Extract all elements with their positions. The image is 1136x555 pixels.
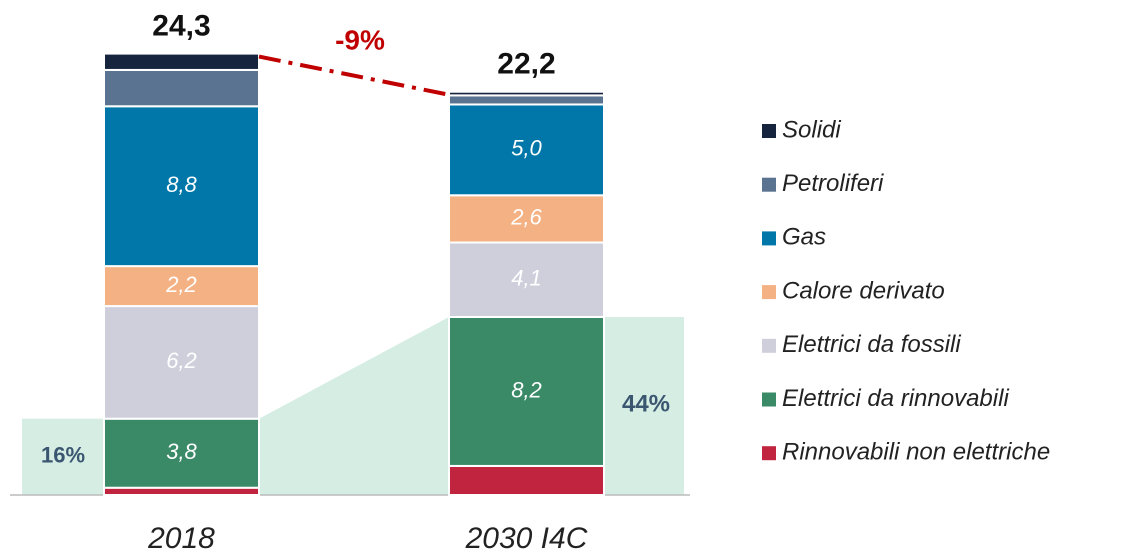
x-tick-label: 2018 (147, 522, 215, 555)
share-label: 44% (622, 390, 670, 417)
bar-segment (103, 417, 260, 489)
legend-label: Rinnovabili non elettriche (782, 439, 1050, 466)
legend-swatch (762, 392, 776, 407)
data-label: 2,6 (510, 205, 542, 230)
share-band (604, 316, 684, 495)
legend-swatch (762, 338, 776, 353)
bar-segment (448, 94, 605, 106)
data-label: 4,1 (511, 266, 542, 291)
change-line (258, 54, 450, 97)
change-label: -9% (335, 24, 385, 55)
share-label: 16% (41, 443, 85, 468)
data-label: 5,0 (511, 136, 542, 161)
bar-segment (448, 315, 605, 467)
legend-swatch (762, 124, 776, 138)
legend-swatch (762, 446, 776, 461)
legend-label: Elettrici da rinnovabili (782, 385, 1009, 412)
bar-segment (448, 90, 605, 97)
x-tick-label: 2030 I4C (465, 522, 588, 555)
bar-segment (103, 68, 260, 108)
bar-segment (103, 265, 260, 308)
bar-segment (103, 105, 260, 268)
legend-label: Gas (782, 224, 826, 251)
legend-swatch (762, 285, 776, 300)
total-label: 24,3 (152, 10, 210, 43)
legend-label: Solidi (782, 116, 841, 143)
data-label: 6,2 (166, 348, 197, 373)
bar-segment (103, 486, 260, 496)
legend-label: Petroliferi (782, 170, 884, 197)
bar-segment (103, 305, 260, 420)
bar-segment (448, 241, 605, 318)
bar-segment (448, 194, 605, 244)
share-band (259, 316, 449, 495)
data-label: 2,2 (165, 272, 197, 297)
legend-swatch (762, 177, 776, 192)
bar-segment (448, 103, 605, 197)
bar-segment (448, 464, 605, 497)
legend-swatch (762, 231, 776, 246)
data-label: 8,2 (511, 377, 542, 402)
data-label: 3,8 (166, 439, 197, 464)
total-label: 22,2 (497, 48, 555, 81)
data-label: 8,8 (166, 172, 197, 197)
bar-segment (103, 52, 260, 71)
legend-label: Elettrici da fossili (782, 331, 961, 358)
legend-label: Calore derivato (782, 277, 945, 304)
